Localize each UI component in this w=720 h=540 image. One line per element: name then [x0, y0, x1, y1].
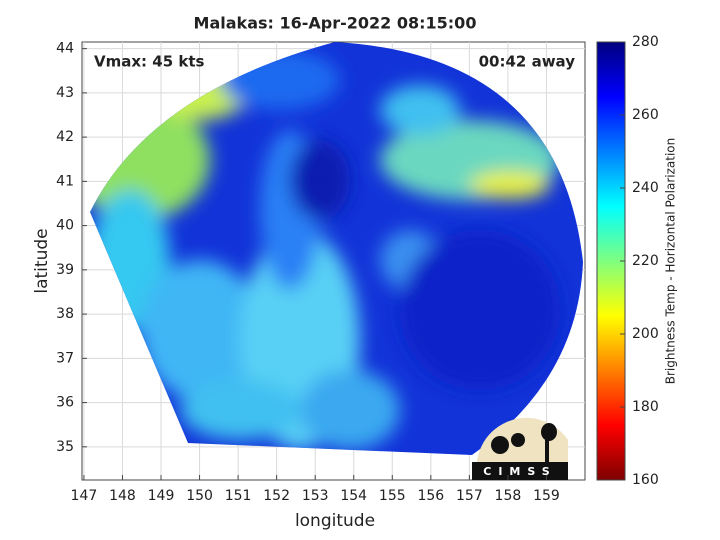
- annotation: 00:42 away: [479, 53, 576, 71]
- colorbar-tick-label: 180: [632, 399, 659, 415]
- colorbar-tick-label: 200: [632, 326, 659, 342]
- x-tick-label: 148: [109, 488, 136, 504]
- y-tick-label: 37: [56, 350, 74, 366]
- x-tick-label: 158: [495, 488, 522, 504]
- x-tick-label: 151: [225, 488, 252, 504]
- x-tick-label: 150: [186, 488, 213, 504]
- y-tick-label: 35: [56, 439, 74, 455]
- logo-text: CIMSS: [483, 465, 556, 478]
- y-tick-label: 36: [56, 395, 74, 411]
- colorbar-label: Brightness Temp - Horizontal Polarizatio…: [664, 138, 678, 385]
- x-tick-label: 153: [302, 488, 329, 504]
- x-tick-label: 155: [379, 488, 406, 504]
- y-tick-label: 38: [56, 306, 74, 322]
- y-tick-label: 42: [56, 129, 74, 145]
- y-tick-label: 39: [56, 262, 74, 278]
- x-axis-label: longitude: [295, 511, 375, 531]
- swath-image: [90, 42, 583, 455]
- colorbar-tick-label: 280: [632, 34, 659, 50]
- x-tick-label: 152: [263, 488, 290, 504]
- colorbar-tick-label: 220: [632, 253, 659, 269]
- chart-title: Malakas: 16-Apr-2022 08:15:00: [194, 14, 477, 33]
- y-tick-label: 44: [56, 41, 74, 57]
- x-tick-label: 147: [71, 488, 98, 504]
- annotation: Vmax: 45 kts: [94, 53, 204, 71]
- x-tick-label: 156: [417, 488, 444, 504]
- y-tick-label: 41: [56, 173, 74, 189]
- y-tick-label: 40: [56, 218, 74, 234]
- y-axis-label: latitude: [32, 228, 52, 293]
- colorbar-tick-label: 260: [632, 107, 659, 123]
- cimss-logo: CIMSS: [472, 417, 568, 480]
- y-tick-label: 43: [56, 85, 74, 101]
- x-tick-label: 149: [148, 488, 175, 504]
- colorbar-tick-label: 160: [632, 472, 659, 488]
- x-tick-label: 154: [340, 488, 367, 504]
- x-tick-label: 157: [456, 488, 483, 504]
- x-tick-label: 159: [533, 488, 560, 504]
- colorbar-tick-label: 240: [632, 180, 659, 196]
